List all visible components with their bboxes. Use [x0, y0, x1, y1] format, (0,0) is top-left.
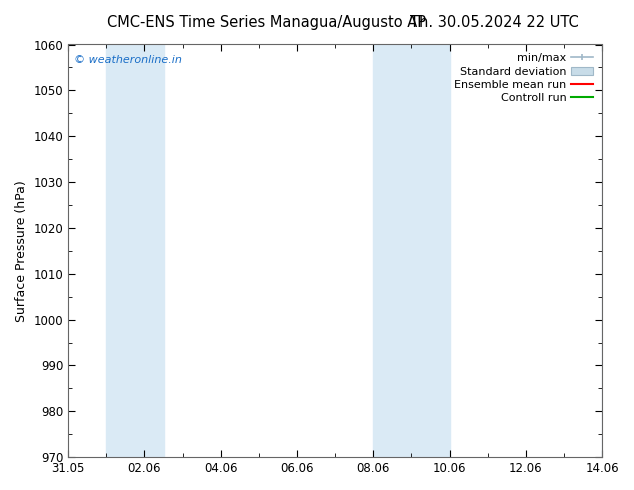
Text: © weatheronline.in: © weatheronline.in [74, 55, 181, 65]
Y-axis label: Surface Pressure (hPa): Surface Pressure (hPa) [15, 180, 28, 322]
Text: CMC-ENS Time Series Managua/Augusto AP: CMC-ENS Time Series Managua/Augusto AP [107, 15, 426, 30]
Bar [602, 45, 621, 457]
Bar [373, 45, 450, 457]
Text: Th. 30.05.2024 22 UTC: Th. 30.05.2024 22 UTC [410, 15, 579, 30]
Bar [107, 45, 164, 457]
Legend: min/max, Standard deviation, Ensemble mean run, Controll run: min/max, Standard deviation, Ensemble me… [451, 50, 597, 107]
